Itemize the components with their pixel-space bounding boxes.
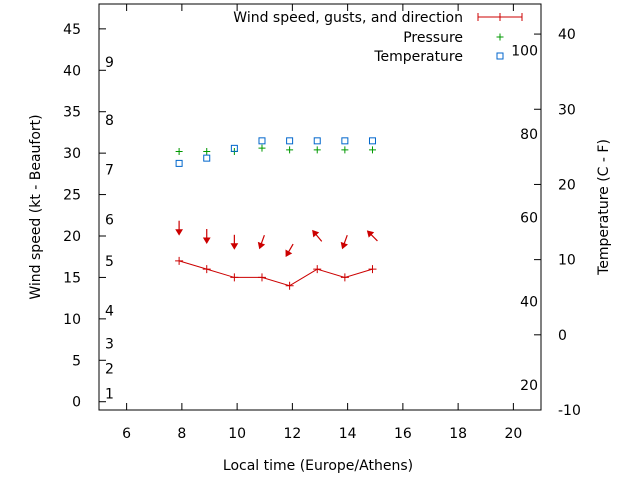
x-tick-label: 6 (122, 426, 131, 442)
legend-label: Temperature (373, 49, 463, 65)
y-left-tick-label: 5 (72, 353, 81, 369)
wind-speed-point (340, 273, 349, 282)
y-left-tick-label: 0 (72, 395, 81, 411)
wind-speed-point (285, 281, 294, 290)
arrow-head (366, 230, 375, 238)
plot-area (175, 137, 378, 290)
wind-direction-arrow (230, 234, 239, 250)
x-tick-label: 10 (228, 426, 246, 442)
temperature-point (286, 137, 294, 145)
fahrenheit-label: 40 (520, 295, 538, 311)
y-right-tick-label: -10 (558, 403, 581, 419)
x-tick-label: 14 (339, 426, 357, 442)
wind-direction-arrow (366, 230, 378, 242)
x-axis-label: Local time (Europe/Athens) (223, 458, 413, 474)
wind-speed-point (368, 265, 377, 274)
pressure-point (258, 144, 266, 152)
y-right-tick-label: 40 (558, 27, 576, 43)
x-tick-label: 16 (394, 426, 412, 442)
pressure-point (286, 146, 294, 154)
y-right-tick-label: 20 (558, 177, 576, 193)
y-axis-label-left: Wind speed (kt - Beaufort) (28, 114, 44, 299)
temperature-point (341, 137, 349, 145)
x-tick-label: 18 (449, 426, 467, 442)
arrow-head (230, 243, 239, 250)
pressure-point (368, 146, 376, 154)
y-right-tick-label: 30 (558, 102, 576, 118)
temperature-point (203, 154, 211, 162)
y-right-tick-label: 0 (558, 328, 567, 344)
wind-speed-line (178, 260, 373, 287)
legend-swatch-pressure (496, 33, 504, 41)
x-tick-label: 8 (177, 426, 186, 442)
fahrenheit-label: 20 (520, 378, 538, 394)
temperature-point (175, 159, 183, 167)
fahrenheit-label: 80 (520, 127, 538, 143)
beaufort-label: 9 (105, 55, 114, 71)
y-left-tick-label: 45 (63, 22, 81, 38)
legend-label: Pressure (403, 30, 463, 46)
pressure-point (313, 146, 321, 154)
wind-speed-point (230, 273, 239, 282)
wind-direction-arrow (202, 229, 211, 244)
y-left-tick-label: 20 (63, 229, 81, 245)
plot-frame (98, 3, 542, 411)
fahrenheit-label: 100 (511, 44, 538, 60)
beaufort-label: 5 (105, 254, 114, 270)
tick-labels: 6 8 10 12 14 16 18 20051015202530354045-1001020… (63, 22, 581, 442)
x-tick-label: 12 (283, 426, 301, 442)
arrow-head (340, 241, 348, 250)
x-tick-label: 20 (504, 426, 522, 442)
y-left-tick-label: 40 (63, 63, 81, 79)
arrow-head (285, 249, 293, 257)
wind-direction-arrow (257, 235, 266, 250)
pressure-point (203, 147, 211, 155)
wind-direction-arrow (175, 220, 183, 236)
beaufort-label: 8 (105, 113, 114, 129)
beaufort-label: 6 (105, 212, 114, 228)
beaufort-label: 3 (105, 337, 114, 353)
arrow-head (175, 229, 183, 236)
wind-speed-point (202, 265, 211, 274)
y-left-tick-label: 10 (63, 312, 81, 328)
y-left-tick-label: 35 (63, 105, 81, 121)
pressure-point (341, 146, 349, 154)
temperature-point (368, 137, 376, 145)
wind-direction-arrow (312, 229, 323, 242)
legend-swatch-temperature (496, 52, 504, 60)
y-left-tick-label: 25 (63, 188, 81, 204)
temperature-point (258, 137, 266, 145)
beaufort-label: 4 (105, 304, 114, 320)
pressure-point (175, 147, 183, 155)
y-left-tick-label: 15 (63, 270, 81, 286)
wind-speed-point (257, 273, 266, 282)
y-right-tick-label: 10 (558, 253, 576, 269)
arrow-head (312, 229, 320, 238)
wind-speed-point (175, 256, 184, 265)
wind-direction-arrow (340, 235, 348, 250)
beaufort-label: 1 (105, 386, 114, 402)
arrow-head (202, 237, 211, 244)
fahrenheit-label: 60 (520, 211, 538, 227)
beaufort-label: 2 (105, 362, 114, 378)
legend: Wind speed, gusts, and direction Pressure… (233, 10, 523, 65)
legend-label: Wind speed, gusts, and direction (233, 10, 463, 26)
wind-direction-arrow (285, 243, 294, 257)
axis-ticks (99, 4, 541, 411)
arrow-head (257, 241, 266, 250)
temperature-point (230, 144, 238, 152)
legend-swatch-wind (477, 13, 523, 21)
temperature-point (313, 137, 321, 145)
beaufort-label: 7 (105, 163, 114, 179)
wind-speed-point (313, 265, 322, 274)
y-axis-label-right: Temperature (C - F) (596, 139, 612, 276)
y-left-tick-label: 30 (63, 146, 81, 162)
